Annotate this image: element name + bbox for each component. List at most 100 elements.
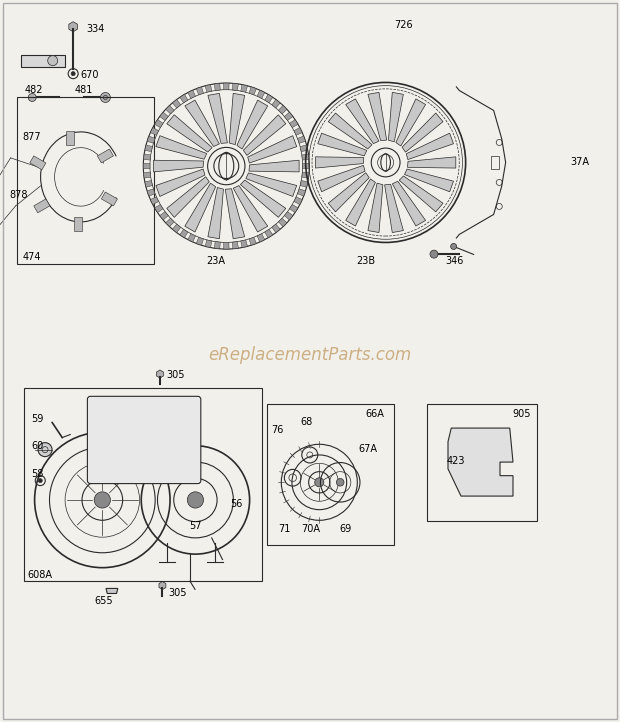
Text: 69: 69 [340, 523, 352, 534]
Polygon shape [145, 180, 153, 187]
Polygon shape [241, 84, 247, 92]
Bar [24, 388, 262, 581]
Polygon shape [154, 120, 163, 128]
Polygon shape [144, 154, 151, 160]
Bar [33, 199, 50, 213]
Text: 346: 346 [445, 256, 464, 266]
Text: eReplacementParts.com: eReplacementParts.com [208, 347, 412, 364]
Polygon shape [145, 145, 153, 152]
Polygon shape [392, 181, 425, 226]
Polygon shape [144, 172, 151, 178]
Polygon shape [278, 218, 287, 227]
Polygon shape [156, 136, 206, 160]
Polygon shape [22, 56, 65, 67]
Text: 655: 655 [95, 596, 113, 606]
Polygon shape [215, 242, 220, 249]
Text: 68: 68 [301, 417, 313, 427]
Circle shape [48, 56, 58, 66]
Polygon shape [249, 87, 256, 95]
Polygon shape [406, 133, 453, 160]
Polygon shape [160, 212, 168, 220]
Polygon shape [257, 90, 265, 98]
Circle shape [29, 93, 36, 102]
Polygon shape [285, 112, 293, 121]
Polygon shape [407, 157, 456, 168]
Text: 474: 474 [22, 251, 41, 261]
Bar [74, 217, 82, 231]
Polygon shape [249, 160, 299, 172]
Polygon shape [208, 93, 228, 144]
Polygon shape [106, 588, 118, 593]
Text: 608A: 608A [27, 570, 53, 580]
Text: 58: 58 [32, 469, 44, 479]
Polygon shape [318, 133, 367, 156]
Polygon shape [172, 100, 180, 108]
Polygon shape [185, 183, 216, 232]
Text: 481: 481 [74, 85, 93, 95]
Polygon shape [300, 180, 308, 187]
Polygon shape [384, 184, 404, 232]
Polygon shape [302, 172, 309, 178]
Text: 66A: 66A [366, 409, 384, 419]
Polygon shape [285, 212, 293, 220]
Polygon shape [298, 189, 306, 196]
Polygon shape [278, 105, 287, 114]
Circle shape [451, 243, 457, 249]
Text: 59: 59 [32, 414, 44, 424]
Circle shape [100, 92, 110, 103]
Circle shape [94, 492, 110, 508]
Text: 877: 877 [22, 132, 41, 142]
FancyBboxPatch shape [87, 396, 201, 484]
Polygon shape [180, 95, 188, 103]
Polygon shape [294, 128, 303, 135]
Circle shape [38, 443, 52, 456]
Polygon shape [154, 204, 163, 212]
Polygon shape [404, 169, 453, 192]
Polygon shape [223, 243, 229, 249]
Polygon shape [188, 234, 195, 242]
Polygon shape [265, 95, 273, 103]
Polygon shape [172, 224, 180, 232]
Polygon shape [233, 186, 268, 232]
Polygon shape [166, 218, 174, 227]
Polygon shape [147, 136, 155, 143]
Bar [17, 97, 154, 264]
Polygon shape [197, 87, 203, 95]
Bar [101, 192, 117, 206]
Bar [66, 131, 74, 145]
Bar [267, 404, 394, 545]
Bar [97, 149, 113, 163]
Polygon shape [272, 100, 280, 108]
Polygon shape [248, 136, 297, 163]
Bar [427, 404, 537, 521]
Polygon shape [167, 115, 212, 152]
Polygon shape [160, 112, 168, 121]
Polygon shape [232, 242, 238, 249]
Polygon shape [229, 93, 245, 144]
Polygon shape [143, 163, 150, 169]
Polygon shape [346, 99, 379, 144]
Polygon shape [272, 224, 280, 232]
Text: 23A: 23A [206, 256, 225, 266]
Circle shape [315, 478, 324, 487]
Polygon shape [215, 83, 220, 90]
Circle shape [38, 479, 42, 482]
Polygon shape [298, 136, 306, 143]
Polygon shape [368, 92, 387, 141]
Text: 23B: 23B [356, 256, 376, 266]
Polygon shape [185, 100, 219, 147]
Text: 60: 60 [32, 441, 44, 451]
Polygon shape [188, 90, 195, 98]
Text: 423: 423 [446, 456, 465, 466]
Polygon shape [241, 240, 247, 248]
Polygon shape [205, 84, 212, 92]
Text: 305: 305 [169, 588, 187, 599]
Circle shape [430, 250, 438, 258]
Text: 71: 71 [278, 523, 290, 534]
Text: 482: 482 [25, 85, 43, 95]
Polygon shape [396, 99, 425, 146]
Text: 726: 726 [394, 20, 412, 30]
Polygon shape [300, 145, 308, 152]
Polygon shape [388, 92, 404, 142]
Polygon shape [249, 238, 256, 245]
